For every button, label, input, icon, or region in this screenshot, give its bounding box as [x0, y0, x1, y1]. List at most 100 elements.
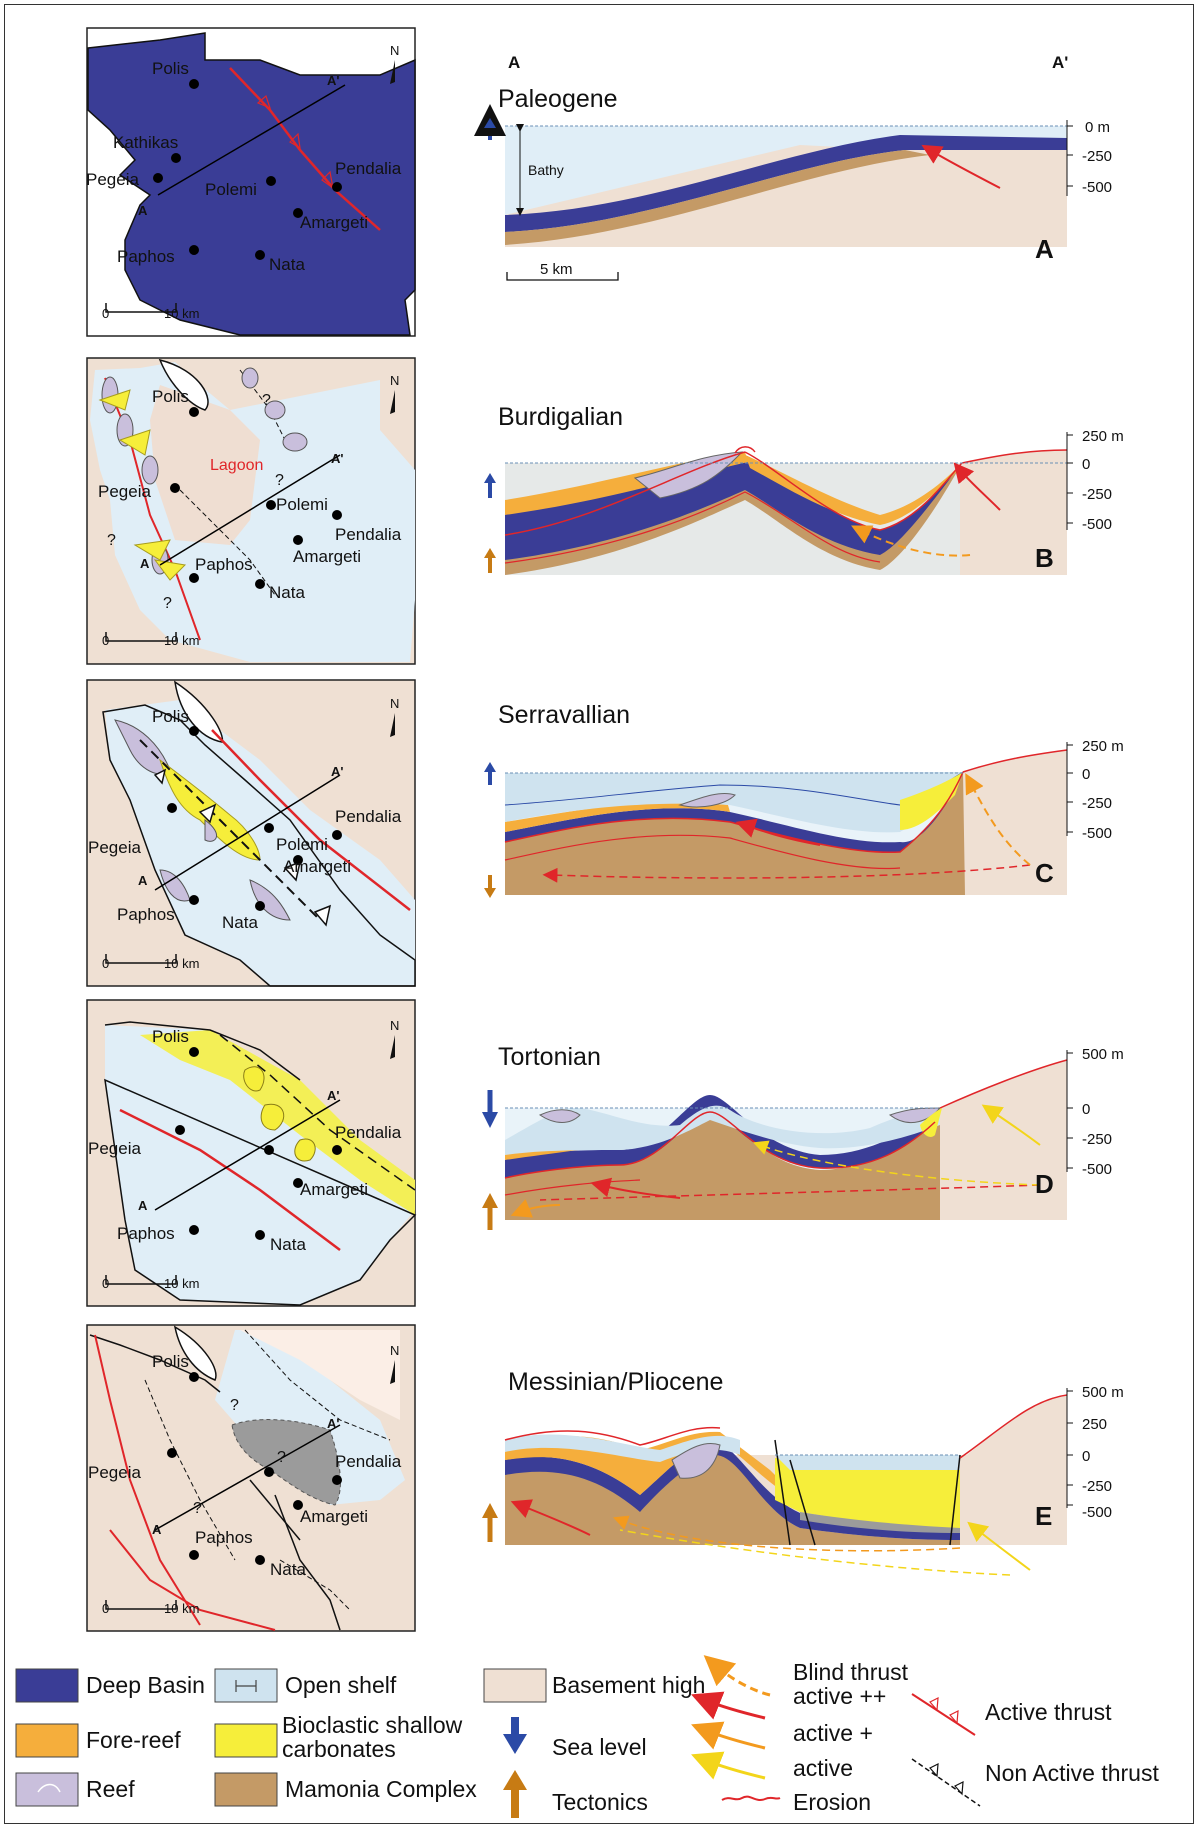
stage-title-d: Tortonian	[498, 1043, 601, 1071]
depth-e-0: 500 m	[1082, 1384, 1124, 1401]
map-e-scale-label: 10 km	[164, 1601, 199, 1616]
panel-c: Polis Pegeia Polemi Pendalia Amargeti Pa…	[86, 679, 1124, 987]
map-d-north-arrow-icon	[390, 1035, 395, 1059]
legend-swatch-reef	[15, 1772, 79, 1807]
map-d-town-polis: Polis	[152, 1027, 189, 1046]
map-b-town-pegeia: Pegeia	[98, 482, 151, 501]
map-c-town-pegeia: Pegeia	[88, 838, 141, 857]
map-e-town-pegeia: Pegeia	[88, 1463, 141, 1482]
legend-label-reef: Reef	[86, 1776, 135, 1802]
map-e-north-arrow-icon	[390, 1360, 395, 1384]
legend-blind-thrust-icon	[703, 1655, 771, 1697]
map-c-section-a: A	[138, 873, 148, 888]
map-a-town-kathikas: Kathikas	[113, 133, 178, 152]
legend-label-basement-high: Basement high	[552, 1672, 706, 1698]
map-b-town-pendalia: Pendalia	[335, 525, 402, 544]
map-e-question-3: ?	[193, 1500, 202, 1517]
map-b-scale-label: 10 km	[164, 633, 199, 648]
legend-active-icon	[691, 1751, 766, 1780]
map-a-town-nata: Nata	[269, 255, 305, 274]
map-e-town-pendalia: Pendalia	[335, 1452, 402, 1471]
legend-label-active-plus: active +	[793, 1720, 873, 1746]
svg-text:0: 0	[102, 306, 109, 321]
legend-swatch-open-shelf	[214, 1668, 278, 1703]
profile-end-a-prime: A'	[1052, 53, 1068, 72]
map-a-scale-label: 10 km	[164, 306, 199, 321]
panel-d: Polis Pegeia Pendalia Amargeti Paphos Na…	[86, 999, 1124, 1307]
panel-letter-a: A	[1035, 234, 1054, 264]
map-d-section-a: A	[138, 1198, 148, 1213]
map-c-town-paphos: Paphos	[117, 905, 175, 924]
panel-letter-b: B	[1035, 543, 1054, 573]
legend-label-non-active-thrust: Non Active thrust	[985, 1760, 1159, 1786]
map-a-town-pegeia: Pegeia	[86, 170, 139, 189]
map-c-north: N	[390, 696, 399, 711]
svg-text:0: 0	[102, 956, 109, 971]
panel-e: Polis Pegeia Pendalia Amargeti Paphos Na…	[86, 1324, 1124, 1632]
legend-label-sea-level: Sea level	[552, 1734, 647, 1760]
svg-text:0: 0	[102, 633, 109, 648]
depth-b-3: -500	[1082, 516, 1112, 533]
legend-erosion-icon	[721, 1795, 781, 1801]
legend-tectonics-arrow-icon	[503, 1770, 527, 1818]
depth-b-1: 0	[1082, 456, 1090, 473]
depth-e-4: -500	[1082, 1504, 1112, 1521]
map-a-town-polemi: Polemi	[205, 180, 257, 199]
km-scale-label: 5 km	[540, 261, 573, 278]
panel-a: Polis Kathikas Pegeia Polemi Pendalia Am…	[86, 27, 1112, 337]
depth-e-2: 0	[1082, 1448, 1090, 1465]
map-c-scale-label: 10 km	[164, 956, 199, 971]
map-d-town-pegeia: Pegeia	[88, 1139, 141, 1158]
map-d-town-paphos: Paphos	[117, 1224, 175, 1243]
section-e: Messinian/Pliocene 500 m	[482, 1368, 1124, 1576]
map-d: Polis Pegeia Pendalia Amargeti Paphos Na…	[86, 999, 417, 1307]
panel-letter-c: C	[1035, 858, 1054, 888]
map-a-town-paphos: Paphos	[117, 247, 175, 266]
legend-label-blind-thrust-2: active ++	[793, 1683, 887, 1709]
depth-a-0: 0 m	[1085, 119, 1110, 136]
map-e-town-amargeti: Amargeti	[300, 1507, 368, 1526]
depth-c-0: 250 m	[1082, 738, 1124, 755]
legend-label-bioclastic-2: carbonates	[282, 1736, 396, 1762]
depth-c-2: -250	[1082, 795, 1112, 812]
legend-label-tectonics: Tectonics	[552, 1789, 648, 1815]
map-d-town-pendalia: Pendalia	[335, 1123, 402, 1142]
legend-label-open-shelf: Open shelf	[285, 1672, 397, 1698]
stage-title-c: Serravallian	[498, 701, 630, 729]
depth-d-2: -250	[1082, 1131, 1112, 1148]
map-b-question-4: ?	[163, 595, 172, 612]
map-b-question-1: ?	[262, 392, 271, 409]
map-e-section-a-prime: A'	[327, 1416, 339, 1431]
legend	[15, 1655, 981, 1818]
map-c-town-polemi: Polemi	[276, 835, 328, 854]
legend-label-active-thrust: Active thrust	[985, 1699, 1112, 1725]
map-b-town-polis: Polis	[152, 387, 189, 406]
map-c: Polis Pegeia Polemi Pendalia Amargeti Pa…	[86, 679, 416, 987]
map-c-north-arrow-icon	[390, 713, 395, 737]
map-b: Polis Pegeia Polemi Pendalia Amargeti Pa…	[86, 357, 416, 665]
legend-label-fore-reef: Fore-reef	[86, 1727, 181, 1753]
depth-e-1: 250	[1082, 1416, 1107, 1433]
panel-letter-d: D	[1035, 1169, 1054, 1199]
legend-active-plus-plus-icon	[691, 1691, 766, 1720]
map-b-town-amargeti: Amargeti	[293, 547, 361, 566]
map-a-town-polis: Polis	[152, 59, 189, 78]
map-b-section-a-prime: A'	[331, 451, 343, 466]
map-a-section-a-prime: A'	[327, 73, 339, 88]
bathy-label: Bathy	[528, 162, 564, 178]
legend-swatch-fore-reef	[15, 1723, 79, 1758]
map-d-town-nata: Nata	[270, 1235, 306, 1254]
map-e-town-polis: Polis	[152, 1352, 189, 1371]
legend-sea-level-arrow-icon	[503, 1717, 527, 1754]
legend-swatch-deep-basin	[15, 1668, 79, 1703]
section-c: Serravallian 250 m 0 -250 -500	[484, 701, 1124, 898]
map-a: Polis Kathikas Pegeia Polemi Pendalia Am…	[86, 27, 416, 337]
legend-non-active-thrust-icon	[911, 1758, 981, 1807]
stage-title-b: Burdigalian	[498, 403, 623, 431]
section-d: Tortonian 500 m 0 -250	[482, 1043, 1124, 1230]
svg-text:0: 0	[102, 1601, 109, 1616]
legend-label-blind-thrust-1: Blind thrust	[793, 1659, 909, 1685]
map-b-question-3: ?	[107, 532, 116, 549]
map-a-scalebar	[105, 303, 177, 313]
